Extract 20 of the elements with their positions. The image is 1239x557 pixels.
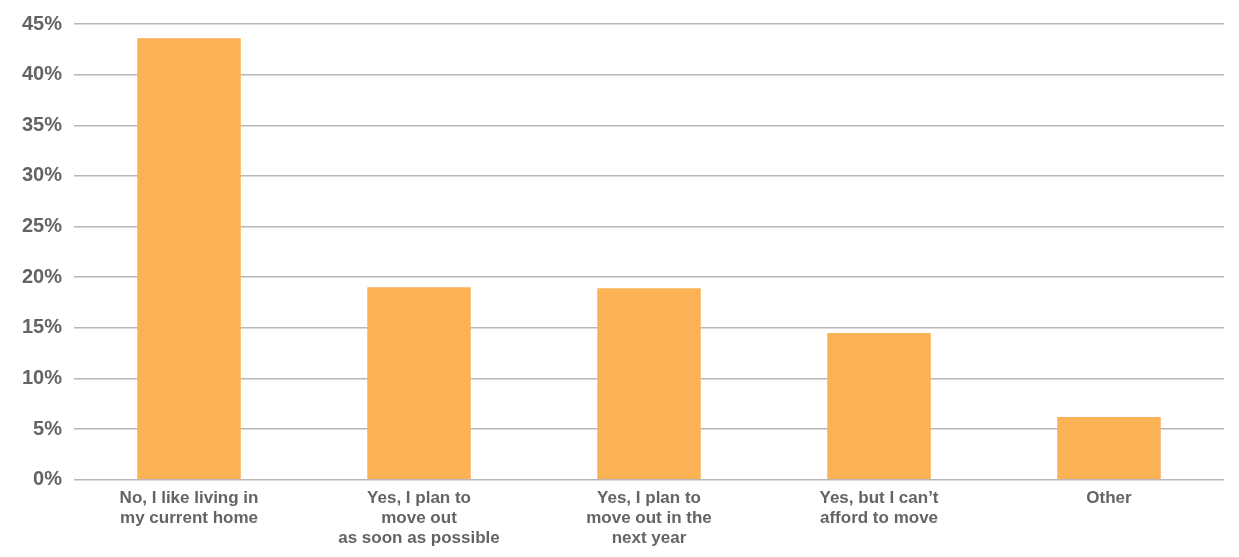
- x-tick-label: Other: [1086, 487, 1133, 507]
- y-tick-label: 20%: [22, 264, 63, 287]
- y-tick-label: 40%: [22, 62, 63, 85]
- y-tick-label: 30%: [22, 163, 63, 186]
- y-tick-label: 25%: [22, 214, 63, 237]
- y-tick-label: 5%: [33, 416, 63, 439]
- bar: [1057, 417, 1161, 480]
- x-tick-label: Yes, I plan to move out as soon as possible: [338, 487, 500, 548]
- y-tick-label: 0%: [33, 467, 63, 490]
- y-tick-label: 45%: [22, 11, 63, 34]
- y-tick-label: 35%: [22, 112, 63, 135]
- bar: [597, 288, 701, 480]
- x-tick-label: No, I like living in my current home: [119, 487, 259, 528]
- x-tick-label: Yes, I plan to move out in the next year: [586, 487, 712, 548]
- y-tick-label: 15%: [22, 315, 63, 338]
- bar: [827, 332, 931, 480]
- y-tick-label: 10%: [22, 366, 63, 389]
- x-tick-label: Yes, but I can’t afford to move: [819, 487, 939, 528]
- bar: [137, 38, 241, 480]
- bar: [367, 287, 471, 480]
